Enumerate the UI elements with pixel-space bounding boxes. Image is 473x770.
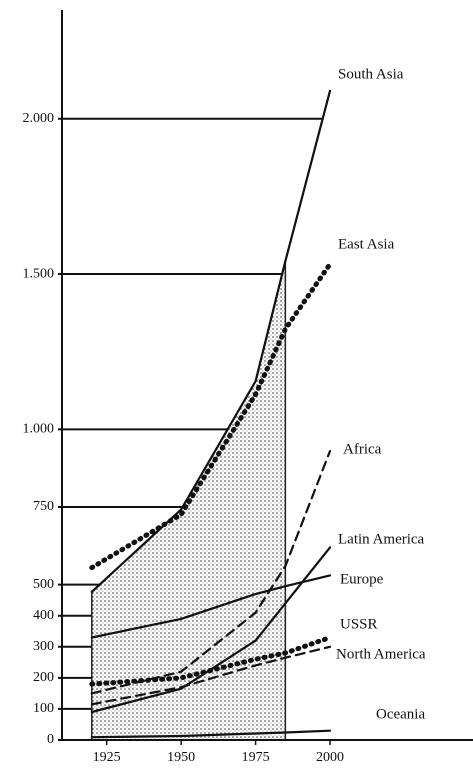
series-line [89, 261, 333, 571]
y-tick-label: 750 [33, 499, 54, 514]
series-label: North America [336, 646, 426, 662]
series-line [90, 546, 332, 714]
series-label: East Asia [338, 236, 395, 252]
series-label: USSR [340, 616, 378, 632]
series-label: Africa [343, 441, 382, 457]
y-tick-label: 200 [33, 670, 54, 685]
x-tick-label: 1950 [167, 750, 195, 765]
y-tick-label: 0 [47, 732, 54, 747]
y-tick-label: 300 [33, 639, 54, 654]
series-line [90, 574, 332, 639]
series-line [90, 729, 332, 739]
y-tick-label: 2.000 [23, 111, 55, 126]
series-label: South Asia [338, 66, 404, 82]
y-tick-label: 500 [33, 577, 54, 592]
series-line [90, 450, 332, 695]
x-tick-label: 1975 [242, 750, 270, 765]
series-label: Latin America [338, 531, 425, 547]
y-tick-label: 100 [33, 701, 54, 716]
x-tick-label: 2000 [316, 750, 344, 765]
x-tick-label: 1925 [93, 750, 121, 765]
series-line [90, 89, 332, 593]
y-tick-label: 400 [33, 608, 54, 623]
series-line [89, 635, 333, 687]
series-label: Europe [340, 571, 384, 587]
y-tick-label: 1.000 [23, 422, 55, 437]
y-tick-label: 1.500 [23, 266, 55, 281]
series-label: Oceania [376, 706, 425, 722]
series-line [90, 645, 332, 706]
